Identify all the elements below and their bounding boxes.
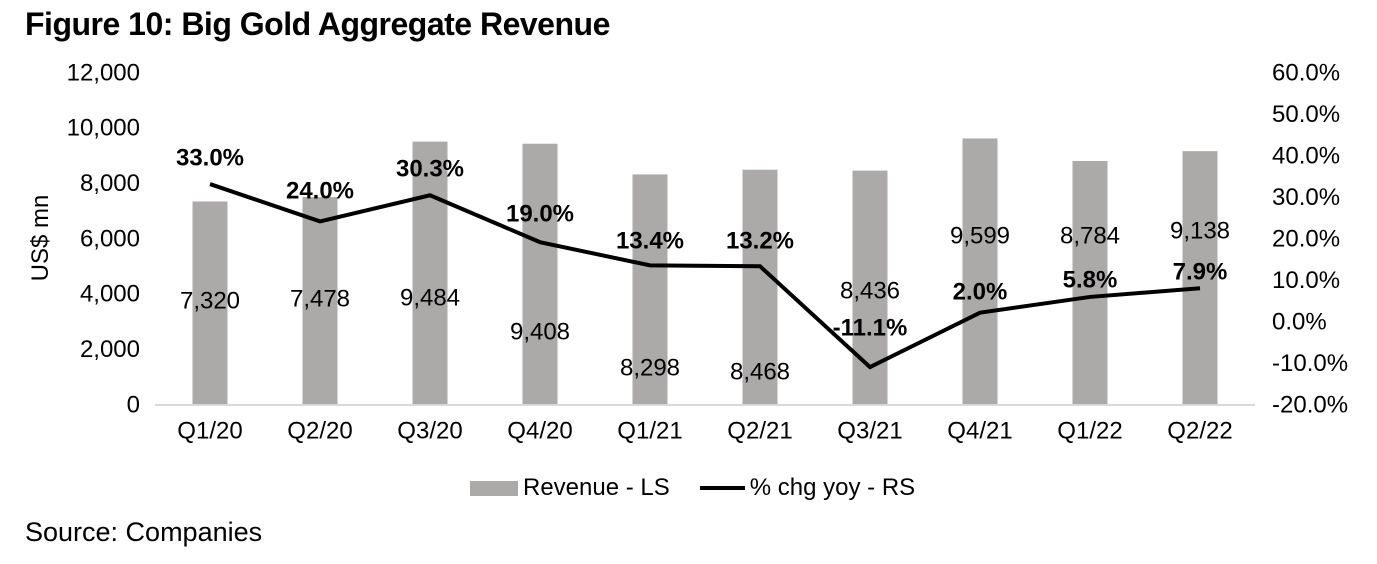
right-axis-tick: 30.0%: [1272, 184, 1340, 211]
right-axis-tick: -10.0%: [1272, 350, 1348, 377]
legend-label-pct-chg: % chg yoy - RS: [749, 474, 916, 501]
pct-value-label: 13.4%: [616, 227, 684, 254]
revenue-bar: [412, 141, 448, 405]
pct-value-label: 2.0%: [953, 278, 1008, 305]
x-axis-label: Q4/20: [507, 417, 572, 444]
revenue-bar: [192, 201, 228, 404]
bar-swatch-icon: [470, 480, 518, 496]
legend-label-revenue: Revenue - LS: [523, 474, 670, 501]
right-axis-tick: 50.0%: [1272, 101, 1340, 128]
bar-value-label: 7,478: [290, 285, 350, 312]
legend-item-pct-chg: % chg yoy - RS: [699, 474, 916, 502]
x-axis-label: Q2/20: [287, 417, 352, 444]
pct-value-label: 7.9%: [1173, 258, 1228, 285]
legend-item-revenue: Revenue - LS: [470, 474, 670, 502]
left-axis-tick: 8,000: [80, 170, 140, 197]
x-axis-label: Q1/22: [1057, 417, 1122, 444]
pct-value-label: -11.1%: [833, 314, 908, 341]
x-axis-label: Q3/20: [397, 417, 462, 444]
x-axis-label: Q2/21: [727, 417, 792, 444]
revenue-bar: [522, 143, 558, 404]
bar-value-label: 8,784: [1060, 222, 1120, 249]
left-axis-tick: 10,000: [67, 115, 140, 142]
left-axis-tick: 6,000: [80, 225, 140, 252]
pct-value-label: 19.0%: [506, 200, 574, 227]
right-axis-tick: 40.0%: [1272, 142, 1340, 169]
revenue-bar: [632, 174, 668, 404]
chart-legend: Revenue - LS % chg yoy - RS: [470, 474, 915, 502]
bar-value-label: 9,408: [510, 318, 570, 345]
bar-value-label: 8,298: [620, 354, 680, 381]
bar-value-label: 7,320: [180, 287, 240, 314]
revenue-bar: [742, 169, 778, 404]
left-axis-title: US$ mn: [27, 195, 54, 282]
left-axis-tick: 4,000: [80, 281, 140, 308]
bar-value-label: 8,468: [730, 358, 790, 385]
right-axis-tick: 10.0%: [1272, 267, 1340, 294]
source-note: Source: Companies: [25, 517, 263, 547]
revenue-bar: [1182, 151, 1218, 404]
revenue-bar: [1072, 160, 1108, 404]
left-axis-tick: 2,000: [80, 336, 140, 363]
bar-value-label: 8,436: [840, 277, 900, 304]
bar-value-label: 9,138: [1170, 217, 1230, 244]
revenue-bar: [302, 197, 338, 404]
x-axis-label: Q3/21: [837, 417, 902, 444]
x-axis-label: Q1/21: [617, 417, 682, 444]
left-axis-tick: 0: [127, 391, 140, 418]
right-axis-tick: 60.0%: [1272, 59, 1340, 86]
right-axis-tick: 20.0%: [1272, 225, 1340, 252]
pct-value-label: 33.0%: [176, 144, 244, 171]
pct-value-label: 5.8%: [1063, 266, 1118, 293]
bar-value-label: 9,484: [400, 284, 460, 311]
revenue-bar: [962, 138, 998, 404]
pct-value-label: 30.3%: [396, 155, 464, 182]
right-axis-tick: -20.0%: [1272, 391, 1348, 418]
pct-value-label: 13.2%: [726, 227, 794, 254]
x-axis-label: Q4/21: [947, 417, 1012, 444]
left-axis-tick: 12,000: [67, 59, 140, 86]
x-axis-label: Q1/20: [177, 417, 242, 444]
bar-value-label: 9,599: [950, 222, 1010, 249]
line-swatch-icon: [699, 486, 745, 490]
figure-title: Figure 10: Big Gold Aggregate Revenue: [25, 6, 610, 42]
pct-chg-line: [209, 182, 1201, 370]
right-axis-tick: 0.0%: [1272, 308, 1327, 335]
pct-value-label: 24.0%: [286, 177, 354, 204]
x-axis-label: Q2/22: [1167, 417, 1232, 444]
